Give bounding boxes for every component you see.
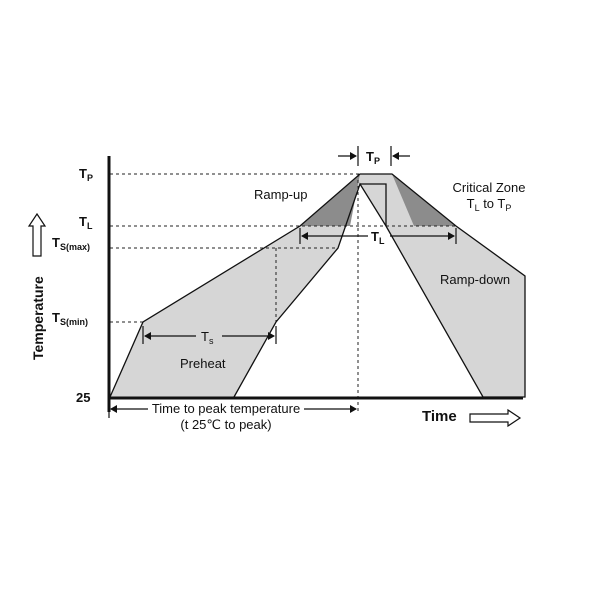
time-right-arrow-icon [469, 408, 522, 428]
y-label-tp: TP [79, 166, 93, 183]
ramp-up-label: Ramp-up [254, 187, 307, 202]
tp-interval-label: TP [366, 149, 380, 166]
temperature-up-arrow-icon [27, 212, 47, 257]
critical-zone-title: Critical Zone [453, 180, 526, 195]
profile-outer-curve [109, 173, 526, 398]
tp-right-arrowhead-icon [392, 152, 399, 160]
y-label-25: 25 [76, 390, 90, 405]
y-label-tl: TL [79, 214, 93, 231]
ramp-down-label: Ramp-down [440, 272, 510, 287]
peak-inner-plateau [360, 183, 387, 226]
tl-left-arrowhead-icon [301, 232, 308, 240]
time-to-peak-sub-label: (t 25℃ to peak) [180, 417, 271, 432]
ts-right-arrowhead-icon [268, 332, 275, 340]
profile-envelope-fill [110, 174, 525, 397]
ts-interval-label: Ts [201, 329, 214, 346]
tl-interval-label: TL [371, 229, 385, 246]
time-axis-title: Time [422, 408, 457, 425]
time-to-peak-right-arrowhead-icon [350, 405, 357, 413]
ts-left-arrowhead-icon [144, 332, 151, 340]
y-label-tsmax: TS(max) [52, 235, 90, 252]
preheat-label: Preheat [180, 356, 226, 371]
critical-zone-range: TL to TP [467, 196, 512, 213]
time-to-peak-left-arrowhead-icon [110, 405, 117, 413]
temperature-axis-title: Temperature [30, 276, 46, 360]
y-label-tsmin: TS(min) [52, 310, 88, 327]
time-to-peak-label: Time to peak temperature [152, 401, 300, 416]
tl-right-arrowhead-icon [448, 232, 455, 240]
tp-left-arrowhead-icon [350, 152, 357, 160]
